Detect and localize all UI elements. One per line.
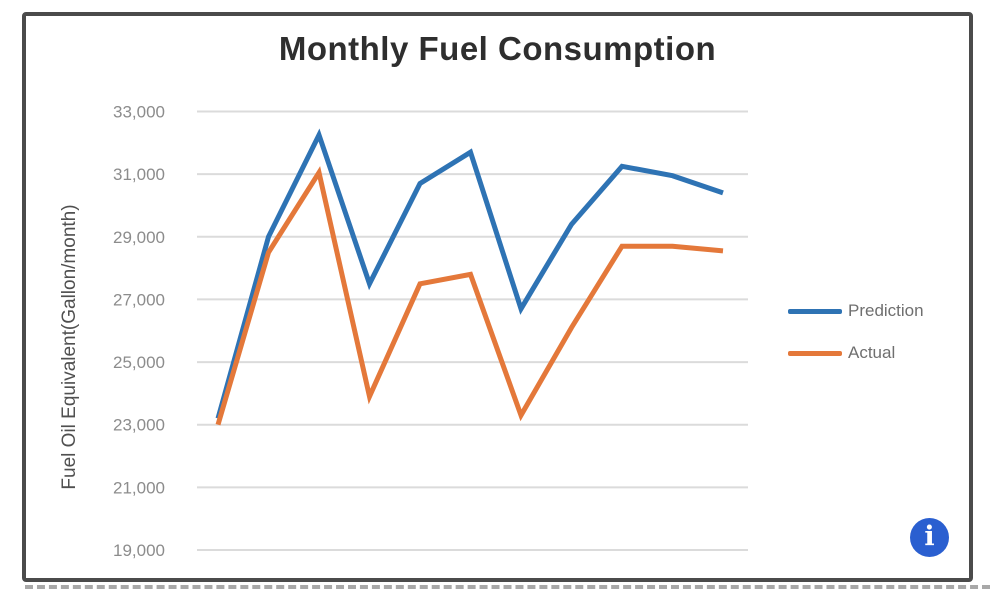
legend-item-actual: Actual [788,332,924,374]
legend-label-prediction: Prediction [848,301,924,320]
bottom-dashed-edge [25,585,990,589]
prediction-line [215,128,724,420]
prediction-line-swatch [788,308,842,314]
y-tick-label: 29,000 [113,228,165,247]
legend-item-prediction: Prediction [788,290,924,332]
y-tick-label: 23,000 [113,416,165,435]
actual-line-swatch [788,350,842,356]
y-tick-label: 25,000 [113,353,165,372]
y-tick-label: 19,000 [113,541,165,560]
actual-line [215,166,724,426]
y-tick-label: 27,000 [113,290,165,309]
y-tick-label: 21,000 [113,478,165,497]
chart-title: Monthly Fuel Consumption [278,30,717,67]
info-button[interactable]: i [910,518,949,557]
legend-label-actual: Actual [848,343,896,362]
y-tick-label: 31,000 [113,165,165,184]
y-tick-label: 33,000 [113,103,165,122]
legend: Prediction Actual [788,290,924,374]
info-icon: i [924,521,935,552]
